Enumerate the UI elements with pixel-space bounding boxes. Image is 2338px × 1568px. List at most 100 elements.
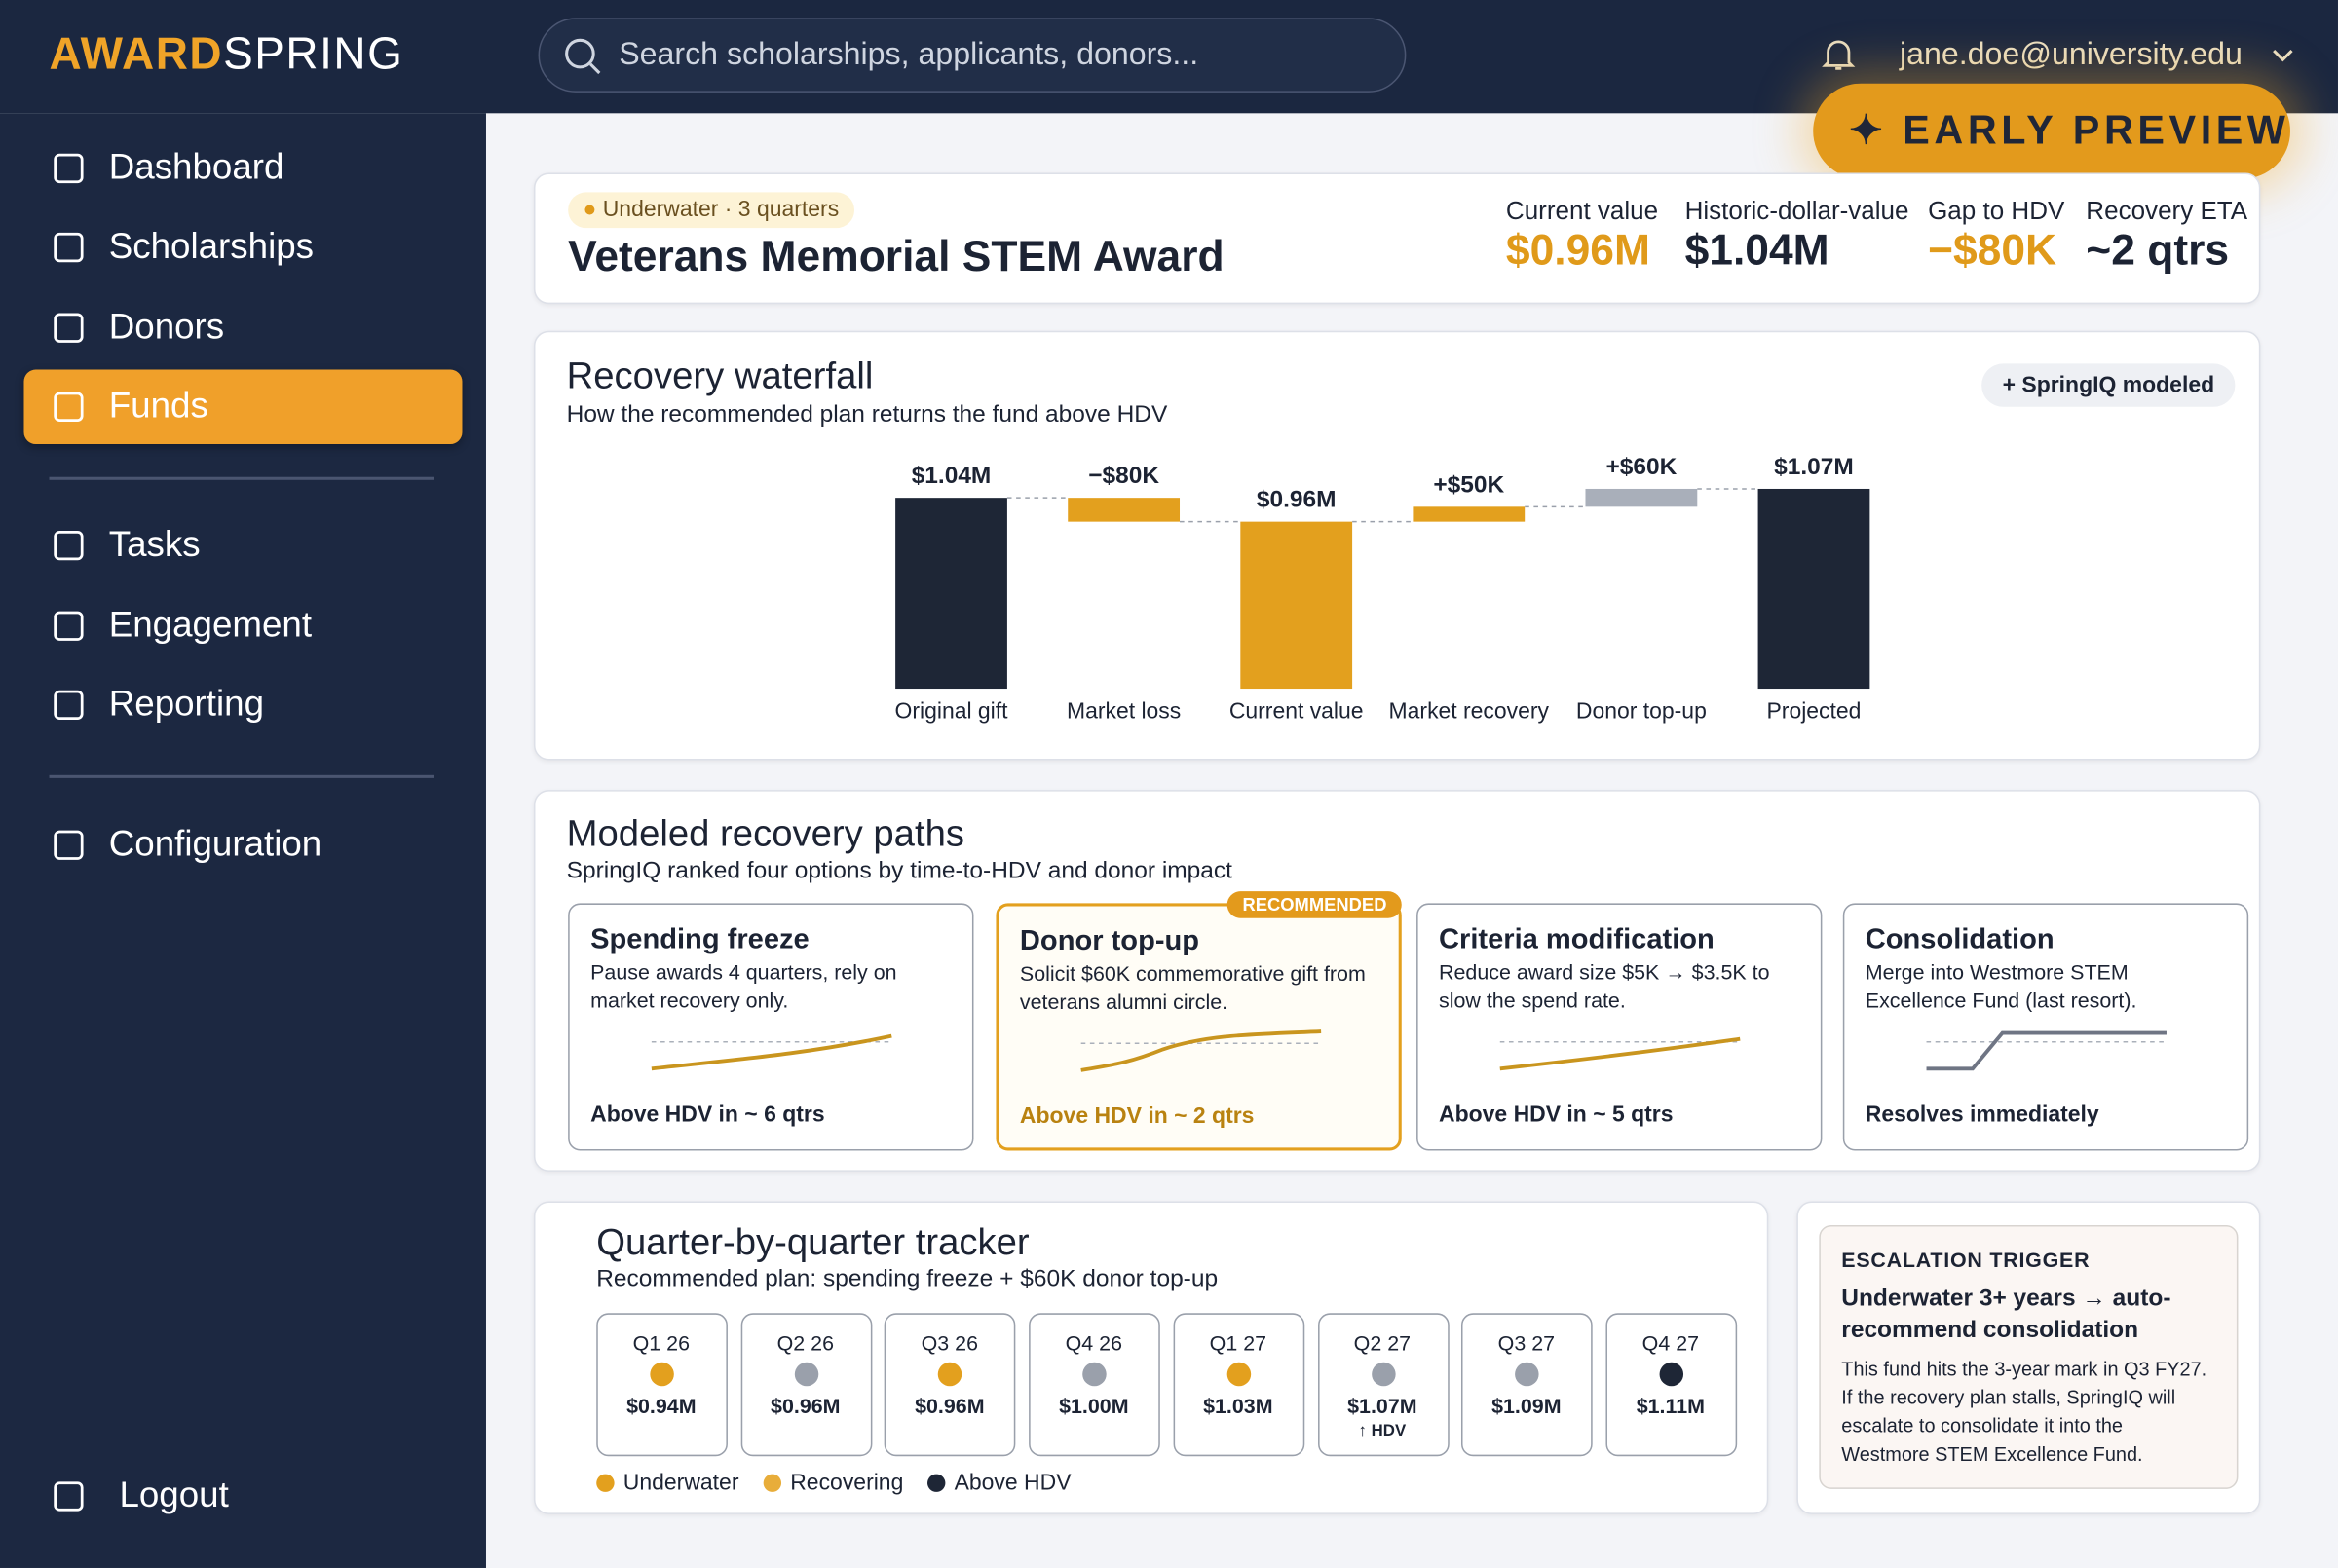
fund-header: ● Underwater · 3 quarters Veterans Memor… bbox=[533, 172, 2261, 305]
search-placeholder: Search scholarships, applicants, donors.… bbox=[619, 37, 1199, 72]
icon-shape bbox=[54, 232, 84, 263]
nav-item[interactable]: Donors bbox=[108, 307, 225, 348]
category-label: Market loss bbox=[1067, 698, 1181, 724]
nav-icon bbox=[54, 313, 84, 343]
category-label: Projected bbox=[1767, 698, 1862, 724]
waterfall-chart: $1.04M Original gift −$80K Market loss $0.96… bbox=[895, 454, 1870, 724]
kpi-label: Historic-dollar-value bbox=[1684, 197, 1909, 226]
logo-b: SPRING bbox=[223, 29, 404, 80]
option-text: Reduce award size $5K → $3.5K to slow th… bbox=[1439, 959, 1770, 1013]
icon-shape bbox=[54, 830, 84, 860]
quarter-label: Q3 27 bbox=[1497, 1330, 1556, 1356]
quarter-box: Q3 26 $0.96M bbox=[885, 1313, 1016, 1457]
option-card[interactable]: RECOMMENDED Donor top-up Solicit $60K comm… bbox=[996, 891, 1402, 1151]
paths-title: Modeled recovery paths bbox=[566, 812, 965, 855]
category-label: Original gift bbox=[895, 698, 1009, 724]
category-label: Donor top-up bbox=[1576, 698, 1707, 724]
sparkline-path bbox=[1499, 1036, 1741, 1071]
model-badge-text: SpringIQ modeled bbox=[2021, 372, 2215, 398]
quarter-label: Q2 27 bbox=[1353, 1330, 1412, 1356]
value-label: $1.07M bbox=[1774, 454, 1854, 480]
nav-item[interactable]: Logout bbox=[119, 1475, 229, 1516]
waterfall-bar bbox=[1240, 521, 1353, 690]
sparkline bbox=[1926, 1030, 2167, 1071]
quarter-note: ↑ HDV bbox=[1358, 1422, 1407, 1440]
quarter-label: Q2 26 bbox=[776, 1330, 834, 1356]
status-dot bbox=[938, 1362, 962, 1387]
status-text: Underwater · 3 quarters bbox=[602, 197, 840, 223]
nav-item[interactable]: Engagement bbox=[108, 605, 313, 646]
kpi-label: Recovery ETA bbox=[2086, 197, 2248, 226]
fund-name: Veterans Memorial STEM Award bbox=[568, 233, 1225, 281]
quarter-label: Q4 26 bbox=[1065, 1330, 1123, 1356]
tracker-subtitle: Recommended plan: spending freeze + $60K… bbox=[596, 1266, 1219, 1292]
preview-badge: ✦ EARLY PREVIEW bbox=[1813, 83, 2291, 179]
nav-item[interactable]: Configuration bbox=[108, 824, 322, 865]
option-card[interactable]: Criteria modification Reduce award size $… bbox=[1416, 903, 1823, 1151]
logo[interactable]: AWARDSPRING bbox=[50, 30, 404, 81]
nav-item[interactable]: Tasks bbox=[108, 524, 201, 566]
option-text: Solicit $60K commemorative gift from vet… bbox=[1019, 961, 1366, 1014]
category-label: Current value bbox=[1229, 698, 1364, 724]
nav-icon bbox=[54, 690, 84, 721]
status-dot bbox=[650, 1362, 674, 1387]
waterfall-title: Recovery waterfall bbox=[566, 355, 874, 397]
sparkline-path bbox=[1080, 1029, 1322, 1072]
escalation-body: This fund hits the 3-year mark in Q3 FY2… bbox=[1841, 1358, 2207, 1466]
preview-text: ✦ EARLY PREVIEW bbox=[1848, 107, 2290, 153]
escalation-card: ESCALATION TRIGGER Underwater 3+ years →… bbox=[1796, 1201, 2261, 1514]
quarter-value: $1.03M bbox=[1203, 1393, 1273, 1418]
quarter-label: Q1 26 bbox=[632, 1330, 690, 1356]
user-email[interactable]: jane.doe@university.edu bbox=[1899, 37, 2243, 72]
kpi-value: −$80K bbox=[1928, 227, 2057, 276]
user-chevron[interactable] bbox=[2268, 40, 2298, 70]
nav-icon bbox=[54, 611, 84, 641]
status-dot bbox=[1515, 1362, 1539, 1387]
option-text: Merge into Westmore STEM Excellence Fund… bbox=[1865, 959, 2137, 1013]
option-title: Donor top-up bbox=[1019, 925, 1200, 957]
escalation-tag: ESCALATION TRIGGER bbox=[1841, 1247, 2091, 1272]
preview-label: EARLY PREVIEW bbox=[1903, 107, 2290, 153]
quarter-box: Q2 26 $0.96M bbox=[740, 1313, 872, 1457]
nav-item[interactable]: Dashboard bbox=[108, 147, 284, 188]
model-badge: + SpringIQ modeled bbox=[1981, 363, 2236, 407]
nav-icon bbox=[54, 153, 84, 184]
nav-item[interactable]: Reporting bbox=[108, 684, 265, 725]
nav-divider bbox=[49, 774, 434, 778]
nav-item[interactable]: Scholarships bbox=[108, 226, 315, 267]
quarter-label: Q4 27 bbox=[1641, 1330, 1700, 1356]
quarter-value: $1.09M bbox=[1491, 1393, 1562, 1418]
value-label: −$80K bbox=[1088, 463, 1159, 489]
status-dot bbox=[1082, 1362, 1107, 1387]
icon-shape bbox=[54, 530, 84, 561]
quarter-value: $0.96M bbox=[915, 1393, 985, 1418]
option-card[interactable]: Spending freeze Pause awards 4 quarters, … bbox=[568, 903, 974, 1151]
quarter-label: Q3 26 bbox=[921, 1330, 979, 1356]
kpi-label: Gap to HDV bbox=[1928, 197, 2065, 226]
option-card[interactable]: Consolidation Merge into Westmore STEM Ex… bbox=[1842, 903, 2249, 1151]
kpi-value: ~2 qtrs bbox=[2086, 227, 2230, 276]
sparkline bbox=[651, 1033, 892, 1071]
value-label: +$60K bbox=[1605, 454, 1677, 480]
quarter-box: Q4 27 $1.11M bbox=[1605, 1313, 1737, 1457]
search-icon bbox=[565, 38, 601, 75]
icon-shape bbox=[54, 1481, 84, 1512]
nav-item[interactable]: Funds bbox=[108, 386, 208, 427]
icon-shape bbox=[54, 313, 84, 343]
recommended-tag: RECOMMENDED bbox=[1227, 891, 1402, 918]
search-box[interactable]: Search scholarships, applicants, donors.… bbox=[538, 18, 1407, 93]
nav-icon bbox=[54, 232, 84, 263]
category-label: Market recovery bbox=[1389, 698, 1550, 724]
legend-dot bbox=[763, 1474, 782, 1492]
value-label: +$50K bbox=[1433, 471, 1504, 498]
kpi-value: $1.04M bbox=[1684, 227, 1829, 276]
waterfall-bar bbox=[895, 498, 1007, 690]
quarter-value: $0.96M bbox=[771, 1393, 841, 1418]
option-text: Pause awards 4 quarters, rely on market … bbox=[590, 959, 897, 1013]
legend-label: Above HDV bbox=[954, 1470, 1072, 1496]
bell-icon[interactable] bbox=[1816, 33, 1861, 78]
quarter-box: Q3 27 $1.09M bbox=[1461, 1313, 1593, 1457]
status-pill: ● Underwater · 3 quarters bbox=[568, 192, 854, 229]
waterfall-card: Recovery waterfall How the recommended p… bbox=[533, 330, 2261, 761]
quarter-box: Q1 27 $1.03M bbox=[1173, 1313, 1304, 1457]
